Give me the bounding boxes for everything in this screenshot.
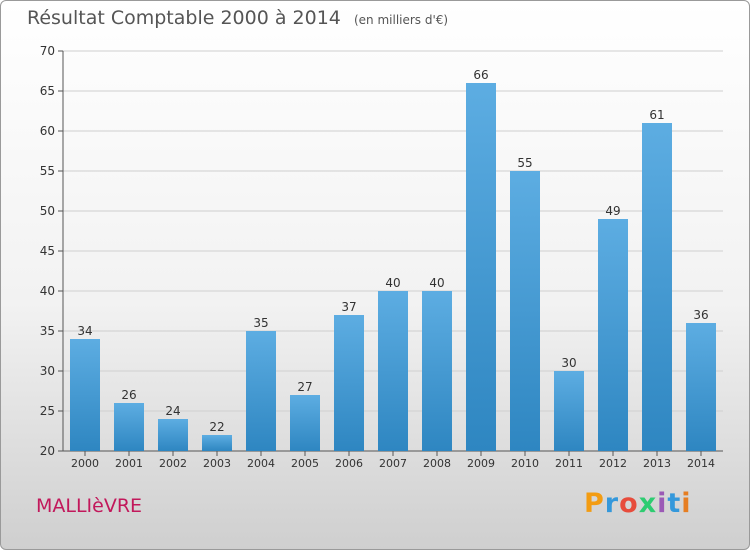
proxiti-logo: Proxiti — [584, 488, 692, 519]
x-tick-label: 2014 — [687, 457, 715, 470]
logo-letter: i — [657, 488, 668, 519]
bar-value-label: 37 — [341, 300, 356, 314]
bar — [598, 219, 628, 451]
bar-value-label: 36 — [693, 308, 708, 322]
x-tick-label: 2011 — [555, 457, 583, 470]
bar-value-label: 66 — [473, 68, 488, 82]
bar — [246, 331, 276, 451]
bar-value-label: 40 — [385, 276, 400, 290]
x-tick-label: 2006 — [335, 457, 363, 470]
bar-value-label: 49 — [605, 204, 620, 218]
logo-letter: x — [638, 488, 658, 519]
bar — [422, 291, 452, 451]
bar — [466, 83, 496, 451]
logo-letter: P — [584, 488, 605, 519]
y-tick-label: 60 — [40, 124, 55, 138]
bar-value-label: 30 — [561, 356, 576, 370]
y-tick-label: 25 — [40, 404, 55, 418]
bar — [202, 435, 232, 451]
y-tick-label: 45 — [40, 244, 55, 258]
bar-value-label: 55 — [517, 156, 532, 170]
bar — [290, 395, 320, 451]
bar — [378, 291, 408, 451]
bar-value-label: 26 — [121, 388, 136, 402]
bar-value-label: 35 — [253, 316, 268, 330]
y-tick-label: 50 — [40, 204, 55, 218]
x-tick-label: 2012 — [599, 457, 627, 470]
logo-letter: r — [604, 488, 620, 519]
x-tick-label: 2005 — [291, 457, 319, 470]
x-tick-label: 2009 — [467, 457, 495, 470]
bar — [510, 171, 540, 451]
bar-value-label: 61 — [649, 108, 664, 122]
x-tick-label: 2010 — [511, 457, 539, 470]
bar — [334, 315, 364, 451]
y-tick-label: 70 — [40, 44, 55, 58]
bar — [686, 323, 716, 451]
y-tick-label: 40 — [40, 284, 55, 298]
x-tick-label: 2001 — [115, 457, 143, 470]
chart-title-text: Résultat Comptable 2000 à 2014 — [27, 7, 341, 29]
bar — [114, 403, 144, 451]
y-tick-label: 55 — [40, 164, 55, 178]
y-tick-label: 35 — [40, 324, 55, 338]
bar — [158, 419, 188, 451]
bar — [642, 123, 672, 451]
chart-title: Résultat Comptable 2000 à 2014 (en milli… — [27, 7, 448, 29]
city-name: MALLIèVRE — [36, 495, 143, 517]
y-tick-label: 20 — [40, 444, 55, 458]
x-tick-label: 2003 — [203, 457, 231, 470]
bar-value-label: 27 — [297, 380, 312, 394]
y-tick-label: 30 — [40, 364, 55, 378]
bar-value-label: 22 — [209, 420, 224, 434]
bars — [70, 83, 716, 451]
logo-letter: o — [619, 488, 639, 519]
x-tick-label: 2000 — [71, 457, 99, 470]
x-tick-label: 2004 — [247, 457, 275, 470]
x-tick-label: 2007 — [379, 457, 407, 470]
y-tick-label: 65 — [40, 84, 55, 98]
bar-value-label: 24 — [165, 404, 180, 418]
bar — [70, 339, 100, 451]
logo-letter: t — [667, 488, 682, 519]
bar-value-label: 34 — [77, 324, 92, 338]
x-tick-label: 2002 — [159, 457, 187, 470]
bar — [554, 371, 584, 451]
logo-letter: i — [681, 488, 692, 519]
x-tick-label: 2013 — [643, 457, 671, 470]
x-tick-label: 2008 — [423, 457, 451, 470]
labels: 20 25 30 35 40 45 50 55 60 65 70 34 2000 26 2001 24 2002… — [40, 44, 715, 470]
bar-value-label: 40 — [429, 276, 444, 290]
chart-unit-label: (en milliers d'€) — [353, 13, 449, 27]
